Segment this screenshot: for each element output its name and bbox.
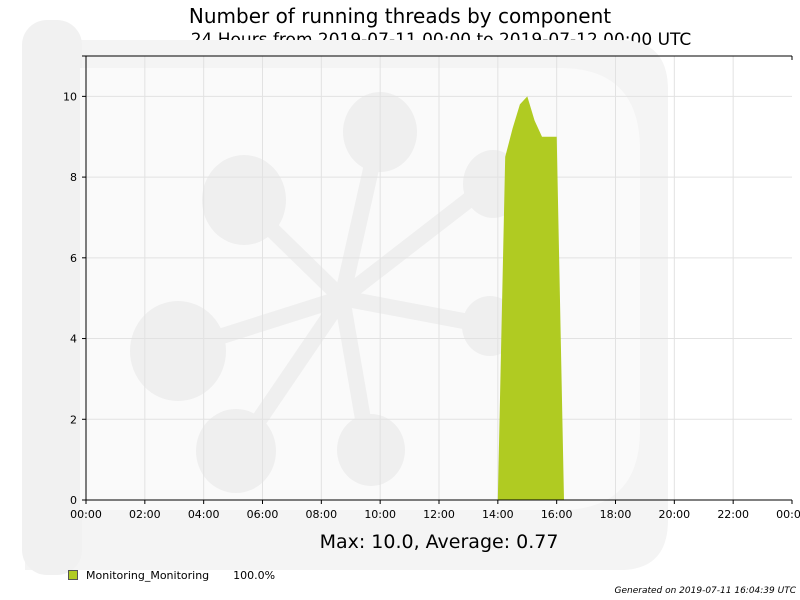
y-tick-label: 6 [70,252,77,265]
legend-percent: 100.0% [233,568,276,582]
x-tick-label: 06:00 [247,508,279,521]
x-tick-label: 20:00 [658,508,690,521]
x-tick-label: 16:00 [541,508,573,521]
legend: Monitoring_Monitoring 100.0% [68,568,275,582]
legend-label: Monitoring_Monitoring [86,568,210,582]
x-tick-label: 02:00 [129,508,161,521]
y-tick-label: 4 [70,333,77,346]
watermark-logo [22,20,668,575]
x-tick-label: 12:00 [423,508,455,521]
x-tick-label: 18:00 [600,508,632,521]
legend-swatch [68,570,78,580]
generated-footer: Generated on 2019-07-11 16:04:39 UTC [614,586,797,596]
grid-lines [86,56,792,500]
x-tick-label: 00:00 [776,508,800,521]
y-tick-label: 10 [63,90,77,103]
y-axis-ticks: 0 2 4 6 8 10 [63,90,86,507]
x-tick-label: 10:00 [364,508,396,521]
x-axis-ticks: 00:00 02:00 04:00 06:00 08:00 10:00 12:00 14:00… [70,500,800,521]
y-tick-label: 2 [70,413,77,426]
chart-title: Number of running threads by component [188,4,612,28]
x-tick-label: 08:00 [305,508,337,521]
x-tick-label: 22:00 [717,508,749,521]
series-area-monitoring [497,96,564,501]
chart-stats: Max: 10.0, Average: 0.77 [319,531,559,553]
x-tick-label: 14:00 [482,508,514,521]
y-tick-label: 8 [70,171,77,184]
x-tick-label: 00:00 [70,508,102,521]
y-tick-label: 0 [70,494,77,507]
series-area-layer [497,96,564,501]
x-tick-label: 04:00 [188,508,220,521]
